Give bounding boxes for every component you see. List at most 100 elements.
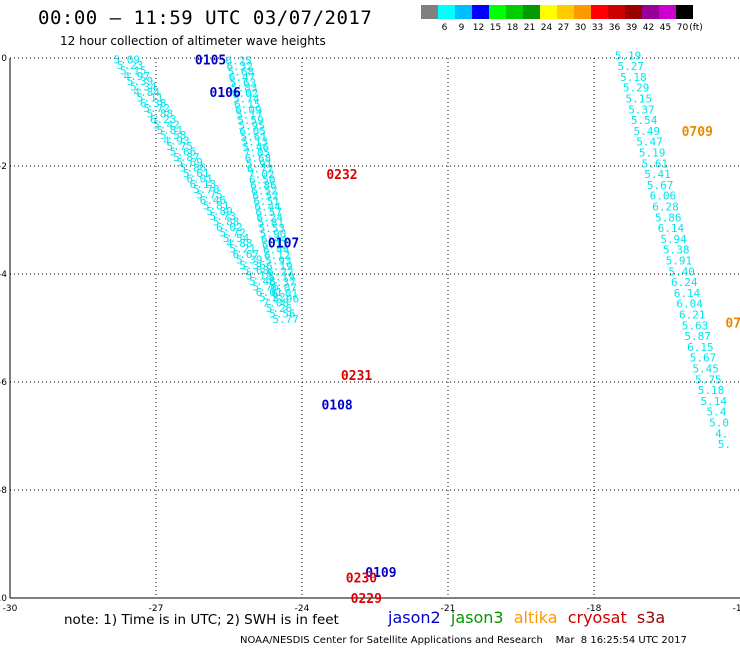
wave-height-value: 5.86 — [655, 211, 682, 224]
wave-height-value: 5.09 — [114, 54, 141, 67]
wave-height-value: 5.47 — [636, 136, 663, 149]
wave-height-value: 6.02 — [232, 87, 259, 100]
colorbar-label: 27 — [557, 23, 570, 33]
wave-height-value: 5.54 — [631, 114, 658, 127]
wave-height-value: 6.24 — [257, 211, 284, 224]
colorbar-swatch — [489, 5, 506, 19]
colorbar-swatch — [421, 5, 438, 19]
wave-height-value: 5.17 — [236, 109, 263, 122]
wave-height-value: 5.66 — [170, 145, 197, 158]
wave-height-value: 5. — [718, 438, 731, 451]
wave-height-value: 5.70 — [193, 183, 220, 196]
wave-height-value: 4.97 — [123, 70, 150, 83]
satellite-legend-item: jason3 — [450, 608, 514, 627]
satellite-legend-item: jason2 — [388, 608, 451, 627]
wave-height-value: 5.95 — [238, 120, 265, 133]
x-tick-label: -27 — [149, 604, 164, 614]
wave-height-value: 5.81 — [203, 199, 230, 212]
colorbar-swatch — [472, 5, 489, 19]
wave-height-value: 5.88 — [213, 216, 240, 229]
colorbar-swatch — [608, 5, 625, 19]
wave-height-value: 5.11 — [137, 91, 164, 104]
wave-height-value: 5.77 — [272, 313, 299, 326]
pass-number-label: 07 — [725, 317, 740, 332]
wave-height-value: 5.46 — [243, 141, 270, 154]
wave-height-value: 6.02 — [216, 221, 243, 234]
wave-height-value: 5.49 — [634, 125, 661, 138]
wave-height-value: 6.52 — [251, 184, 278, 197]
wave-height-value: 5.94 — [660, 233, 687, 246]
wave-height-value: 5.18 — [620, 71, 647, 84]
wave-height-value: 7.08 — [262, 297, 289, 310]
map-subtitle: 12 hour collection of altimeter wave hei… — [60, 34, 326, 48]
wave-height-value: 5.81 — [258, 217, 285, 230]
colorbar-swatch — [438, 5, 455, 19]
wave-height-value: 6.06 — [650, 190, 677, 203]
y-tick-label: -6 — [0, 378, 7, 388]
wave-height-value: 4.84 — [133, 86, 160, 99]
x-tick-label: -15 — [733, 604, 740, 614]
wave-height-value: 5.19 — [268, 271, 295, 284]
wave-height-value: 6.13 — [190, 178, 217, 191]
x-tick-label: -30 — [3, 604, 18, 614]
y-tick-label: -10 — [0, 594, 7, 604]
pass-number-label: 0229 — [351, 592, 382, 607]
wave-height-value: 4.88 — [226, 237, 253, 250]
wave-height-value: 4. — [715, 427, 728, 440]
colorbar-swatch — [676, 5, 693, 19]
wave-height-value: 5.83 — [231, 82, 258, 95]
wave-height-value: 6.37 — [269, 276, 296, 289]
colorbar-label: 70 — [676, 23, 689, 33]
wave-height-value: 5.75 — [196, 189, 223, 202]
colorbar-swatch — [506, 5, 523, 19]
wave-height-value: 6.05 — [239, 125, 266, 138]
wave-height-value: 6.57 — [255, 206, 282, 219]
wave-height-value: 5.59 — [237, 114, 264, 127]
wave-height-value: 6.46 — [200, 194, 227, 207]
wave-height-value: 5.69 — [176, 156, 203, 169]
wave-height-value: 5.19 — [615, 49, 642, 62]
wave-height-value: 6.52 — [252, 190, 279, 203]
wave-height-value: 6.25 — [225, 55, 252, 68]
wave-height-value: 5.88 — [147, 108, 174, 121]
wave-height-value: 5.43 — [249, 275, 276, 288]
wave-height-value: 5.26 — [266, 302, 293, 315]
wave-height-value: 6.01 — [272, 287, 299, 300]
wave-height-value: 5.61 — [183, 167, 210, 180]
wave-height-value: 6.21 — [679, 309, 706, 322]
wave-height-value: 5.15 — [120, 64, 147, 77]
wave-height-value: 6.12 — [264, 249, 291, 262]
wave-height-value: 6.04 — [676, 298, 703, 311]
wave-height-value: 6.09 — [235, 103, 262, 116]
wave-height-value: 6.44 — [254, 201, 281, 214]
wave-height-value: 6.22 — [267, 265, 294, 278]
wave-height-value: 5.15 — [626, 93, 653, 106]
wave-height-value: 5.63 — [230, 76, 257, 89]
wave-height-value: 5.93 — [265, 255, 292, 268]
wave-height-value: 5.68 — [228, 66, 255, 79]
wave-height-value: 5.23 — [117, 59, 144, 72]
wave-height-value: 5.40 — [668, 265, 695, 278]
wave-height-value: 5.22 — [259, 291, 286, 304]
wave-height-value: 5.58 — [160, 129, 187, 142]
colorbar-swatch — [574, 5, 591, 19]
pass-number-label: 0106 — [210, 86, 241, 101]
wave-height-value: 6.23 — [150, 113, 177, 126]
colorbar-swatch — [557, 5, 574, 19]
wave-height-value: 5.86 — [180, 162, 207, 175]
wave-height-value: 5.13 — [242, 136, 269, 149]
colorbar-label: 39 — [625, 23, 638, 33]
wave-height-value: 5.39 — [127, 75, 154, 88]
wave-height-value: 5.38 — [663, 244, 690, 257]
map-title: 00:00 — 11:59 UTC 03/07/2017 — [38, 7, 373, 29]
wave-height-value: 6.38 — [140, 97, 167, 110]
colorbar-label: 9 — [458, 23, 465, 33]
y-tick-label: -2 — [0, 162, 7, 172]
wave-height-value: 6.28 — [652, 201, 679, 214]
wave-height-value: 5.39 — [236, 253, 263, 266]
wave-height-value: 6.72 — [247, 163, 274, 176]
wave-height-value: 5.27 — [617, 60, 644, 73]
wave-height-value: 5.14 — [700, 395, 727, 408]
wave-height-value: 6.15 — [687, 341, 714, 354]
wave-height-value: 5.29 — [623, 82, 650, 95]
